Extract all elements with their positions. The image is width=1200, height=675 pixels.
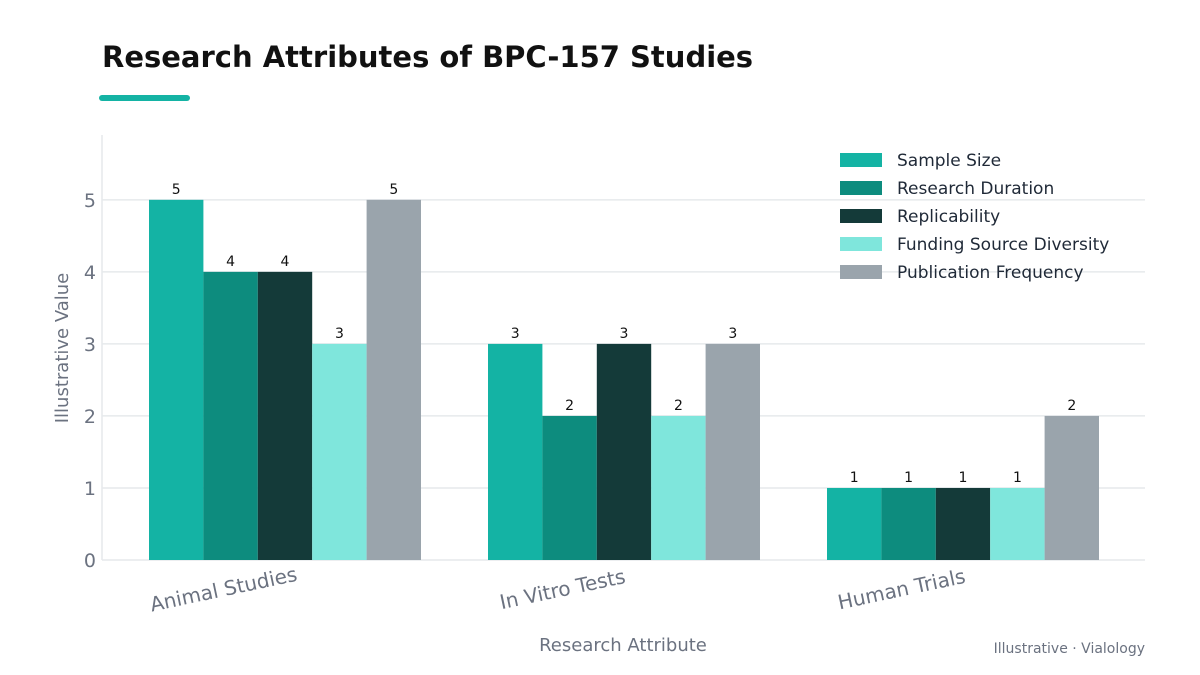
bar xyxy=(542,415,597,560)
legend: Sample Size Research Duration Replicabilit… xyxy=(840,151,1109,283)
x-tick-label: In Vitro Tests xyxy=(498,564,628,614)
bar xyxy=(366,199,421,560)
bar xyxy=(596,343,652,560)
legend-label: Funding Source Diversity xyxy=(897,235,1109,255)
x-axis-ticks: Animal Studies In Vitro Tests Human Trials xyxy=(148,562,968,617)
bar xyxy=(651,415,706,560)
bars xyxy=(149,199,1099,560)
bar xyxy=(881,487,936,560)
y-tick-label: 0 xyxy=(84,550,96,572)
data-label: 1 xyxy=(1013,470,1022,486)
legend-swatch xyxy=(840,237,882,251)
bar xyxy=(990,487,1045,560)
bar xyxy=(935,487,991,560)
data-label: 2 xyxy=(565,398,574,414)
y-tick-label: 1 xyxy=(84,478,96,500)
bar xyxy=(1044,415,1099,560)
y-axis-ticks: 0 1 2 3 4 5 xyxy=(84,190,96,572)
data-label: 3 xyxy=(511,326,520,342)
legend-label: Research Duration xyxy=(897,179,1054,199)
y-axis-title: Illustrative Value xyxy=(52,273,73,424)
legend-swatch xyxy=(840,153,882,167)
bar xyxy=(488,343,543,560)
y-tick-label: 2 xyxy=(84,406,96,428)
title-accent-bar xyxy=(99,95,190,101)
bar xyxy=(203,271,258,560)
y-tick-label: 4 xyxy=(84,262,96,284)
data-label: 1 xyxy=(904,470,913,486)
data-label: 4 xyxy=(281,254,290,270)
data-label: 4 xyxy=(226,254,235,270)
y-tick-label: 3 xyxy=(84,334,96,356)
bar xyxy=(312,343,367,560)
data-labels: 5 4 4 3 5 3 2 3 2 3 1 1 1 1 2 xyxy=(172,182,1077,486)
data-label: 2 xyxy=(674,398,683,414)
data-label: 1 xyxy=(850,470,859,486)
chart-title: Research Attributes of BPC-157 Studies xyxy=(102,40,754,74)
legend-swatch xyxy=(840,181,882,195)
legend-label: Sample Size xyxy=(897,151,1001,171)
bar xyxy=(257,271,313,560)
x-tick-label: Animal Studies xyxy=(148,562,299,617)
data-label: 5 xyxy=(389,182,398,198)
legend-swatch xyxy=(840,265,882,279)
legend-label: Publication Frequency xyxy=(897,263,1084,283)
data-label: 3 xyxy=(728,326,737,342)
data-label: 2 xyxy=(1067,398,1076,414)
data-label: 5 xyxy=(172,182,181,198)
data-label: 1 xyxy=(959,470,968,486)
legend-label: Replicability xyxy=(897,207,1000,227)
x-tick-label: Human Trials xyxy=(836,564,968,614)
bar xyxy=(705,343,760,560)
bar xyxy=(149,199,204,560)
y-tick-label: 5 xyxy=(84,190,96,212)
credit-text: Illustrative · Vialology xyxy=(993,641,1145,657)
data-label: 3 xyxy=(620,326,629,342)
x-axis-title: Research Attribute xyxy=(539,635,707,656)
legend-swatch xyxy=(840,209,882,223)
bar xyxy=(827,487,882,560)
data-label: 3 xyxy=(335,326,344,342)
